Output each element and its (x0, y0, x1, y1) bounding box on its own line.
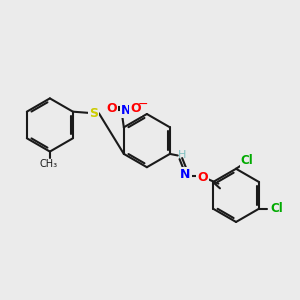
Text: O: O (130, 102, 141, 115)
Text: +: + (129, 101, 136, 111)
Text: O: O (106, 102, 117, 115)
Text: N: N (180, 168, 191, 181)
Text: O: O (197, 171, 208, 184)
Text: CH₃: CH₃ (40, 159, 58, 170)
Text: S: S (89, 107, 98, 120)
Text: Cl: Cl (241, 154, 254, 167)
Text: N: N (121, 103, 131, 117)
Text: −: − (137, 98, 148, 111)
Text: Cl: Cl (270, 202, 283, 215)
Text: H: H (178, 151, 187, 160)
